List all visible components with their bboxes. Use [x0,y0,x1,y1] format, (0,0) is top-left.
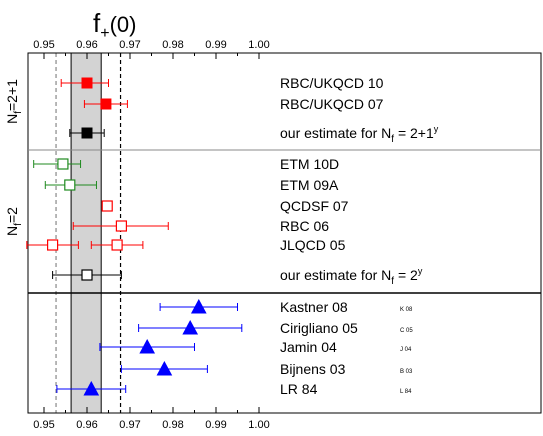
x-tick-label-top: 0.97 [119,39,140,51]
data-point-triangle [156,360,173,376]
group-label-sub: f [13,111,24,114]
point-label: our estimate for Nf = 2+1y [280,124,439,145]
group-label-rest: =2+1 [4,79,20,111]
point-label-text: LR 84 [280,381,318,397]
plot-frame [27,52,542,414]
average-band [70,52,102,414]
point-label: Jamin 04 [280,339,337,355]
data-point-square-filled [81,77,93,89]
chart-title-sub: + [100,25,109,42]
point-label-sub: f [391,134,394,145]
point-label: ETM 09A [280,177,339,193]
x-tick-label-top: 0.95 [33,39,54,51]
point-label: RBC 06 [280,218,329,234]
point-label-text: JLQCD 05 [280,237,346,253]
frame-layer [27,52,542,414]
point-label-text: RBC/UKQCD 10 [280,75,384,91]
point-label-rest: = 2 [394,267,418,283]
x-tick-label-bottom: 0.95 [33,419,54,431]
x-tick-label-bottom: 1.00 [248,419,269,431]
data-point-square-open [81,269,93,281]
data-point-triangle [83,380,100,396]
point-label-text: Jamin 04 [280,339,337,355]
point-label: RBC/UKQCD 07 [280,96,384,112]
point-label: JLQCD 05 [280,237,346,253]
group-label: Nf=2 [4,207,24,236]
point-label-sup: y [418,266,423,276]
x-tick-label-bottom: 0.99 [205,419,226,431]
point-label: Cirigliano 05 [280,320,358,336]
chart-title-arg: (0) [110,12,137,37]
x-tick-label-bottom: 0.96 [76,419,97,431]
group-label-main: N [4,114,20,124]
data-point-square-open [115,220,128,232]
point-label-text: Bijnens 03 [280,361,346,377]
axis-layer: 0.95 0.95 0.96 0.96 0.97 0.97 0.98 0.98 0.99 0.99… [33,39,269,431]
point-label: Bijnens 03 [280,361,346,377]
point-label: Kastner 08 [280,299,348,315]
point-tag: J 04 [400,347,412,353]
point-label-text: ETM 09A [280,177,339,193]
data-point-triangle [190,298,207,314]
group-label-rest: =2 [4,207,20,223]
point-tag: L 84 [400,389,412,395]
group-label-main: N [4,226,20,236]
point-label-text: our estimate for [280,125,381,141]
data-point-triangle [182,319,199,335]
x-tick-label-bottom: 0.98 [162,419,183,431]
point-label-text: QCDSF 07 [280,198,349,214]
data-point-square-open [64,179,76,191]
data-point-square-filled [81,127,93,139]
point-label-n: N [381,267,391,283]
point-label: LR 84 [280,381,318,397]
data-point-square-open [111,239,123,251]
x-tick-label-top: 1.00 [248,39,269,51]
point-label-text: our estimate for [280,267,381,283]
point-tag: C 05 [400,328,413,334]
x-tick-label-top: 0.96 [76,39,97,51]
point-label: RBC/UKQCD 10 [280,75,384,91]
point-label-n: N [381,125,391,141]
point-label-sub: f [391,276,394,287]
data-point-square-open [101,200,113,212]
data-point-square-open [46,239,59,251]
point-label-text: Cirigliano 05 [280,320,358,336]
chart-title-main: f [93,8,101,38]
x-tick-label-top: 0.98 [162,39,183,51]
group-label-sub: f [13,223,24,226]
x-tick-label-top: 0.99 [205,39,226,51]
x-tick-label-bottom: 0.97 [119,419,140,431]
point-label: QCDSF 07 [280,198,349,214]
point-label-text: Kastner 08 [280,299,348,315]
point-tag: K 08 [400,307,413,313]
point-label: our estimate for Nf = 2y [280,266,423,287]
point-label-text: RBC/UKQCD 07 [280,96,384,112]
data-layer [26,77,243,396]
point-label: ETM 10D [280,156,339,172]
point-label-text: RBC 06 [280,218,329,234]
point-tag: B 03 [400,369,413,375]
point-label-text: ETM 10D [280,156,339,172]
data-point-triangle [139,338,156,354]
point-label-sup: y [434,124,439,134]
group-label: Nf=2+1 [4,79,24,124]
data-point-square-filled [100,98,112,110]
chart-title: f+(0) [93,8,136,42]
point-label-rest: = 2+1 [394,125,434,141]
data-point-square-open [57,158,69,170]
